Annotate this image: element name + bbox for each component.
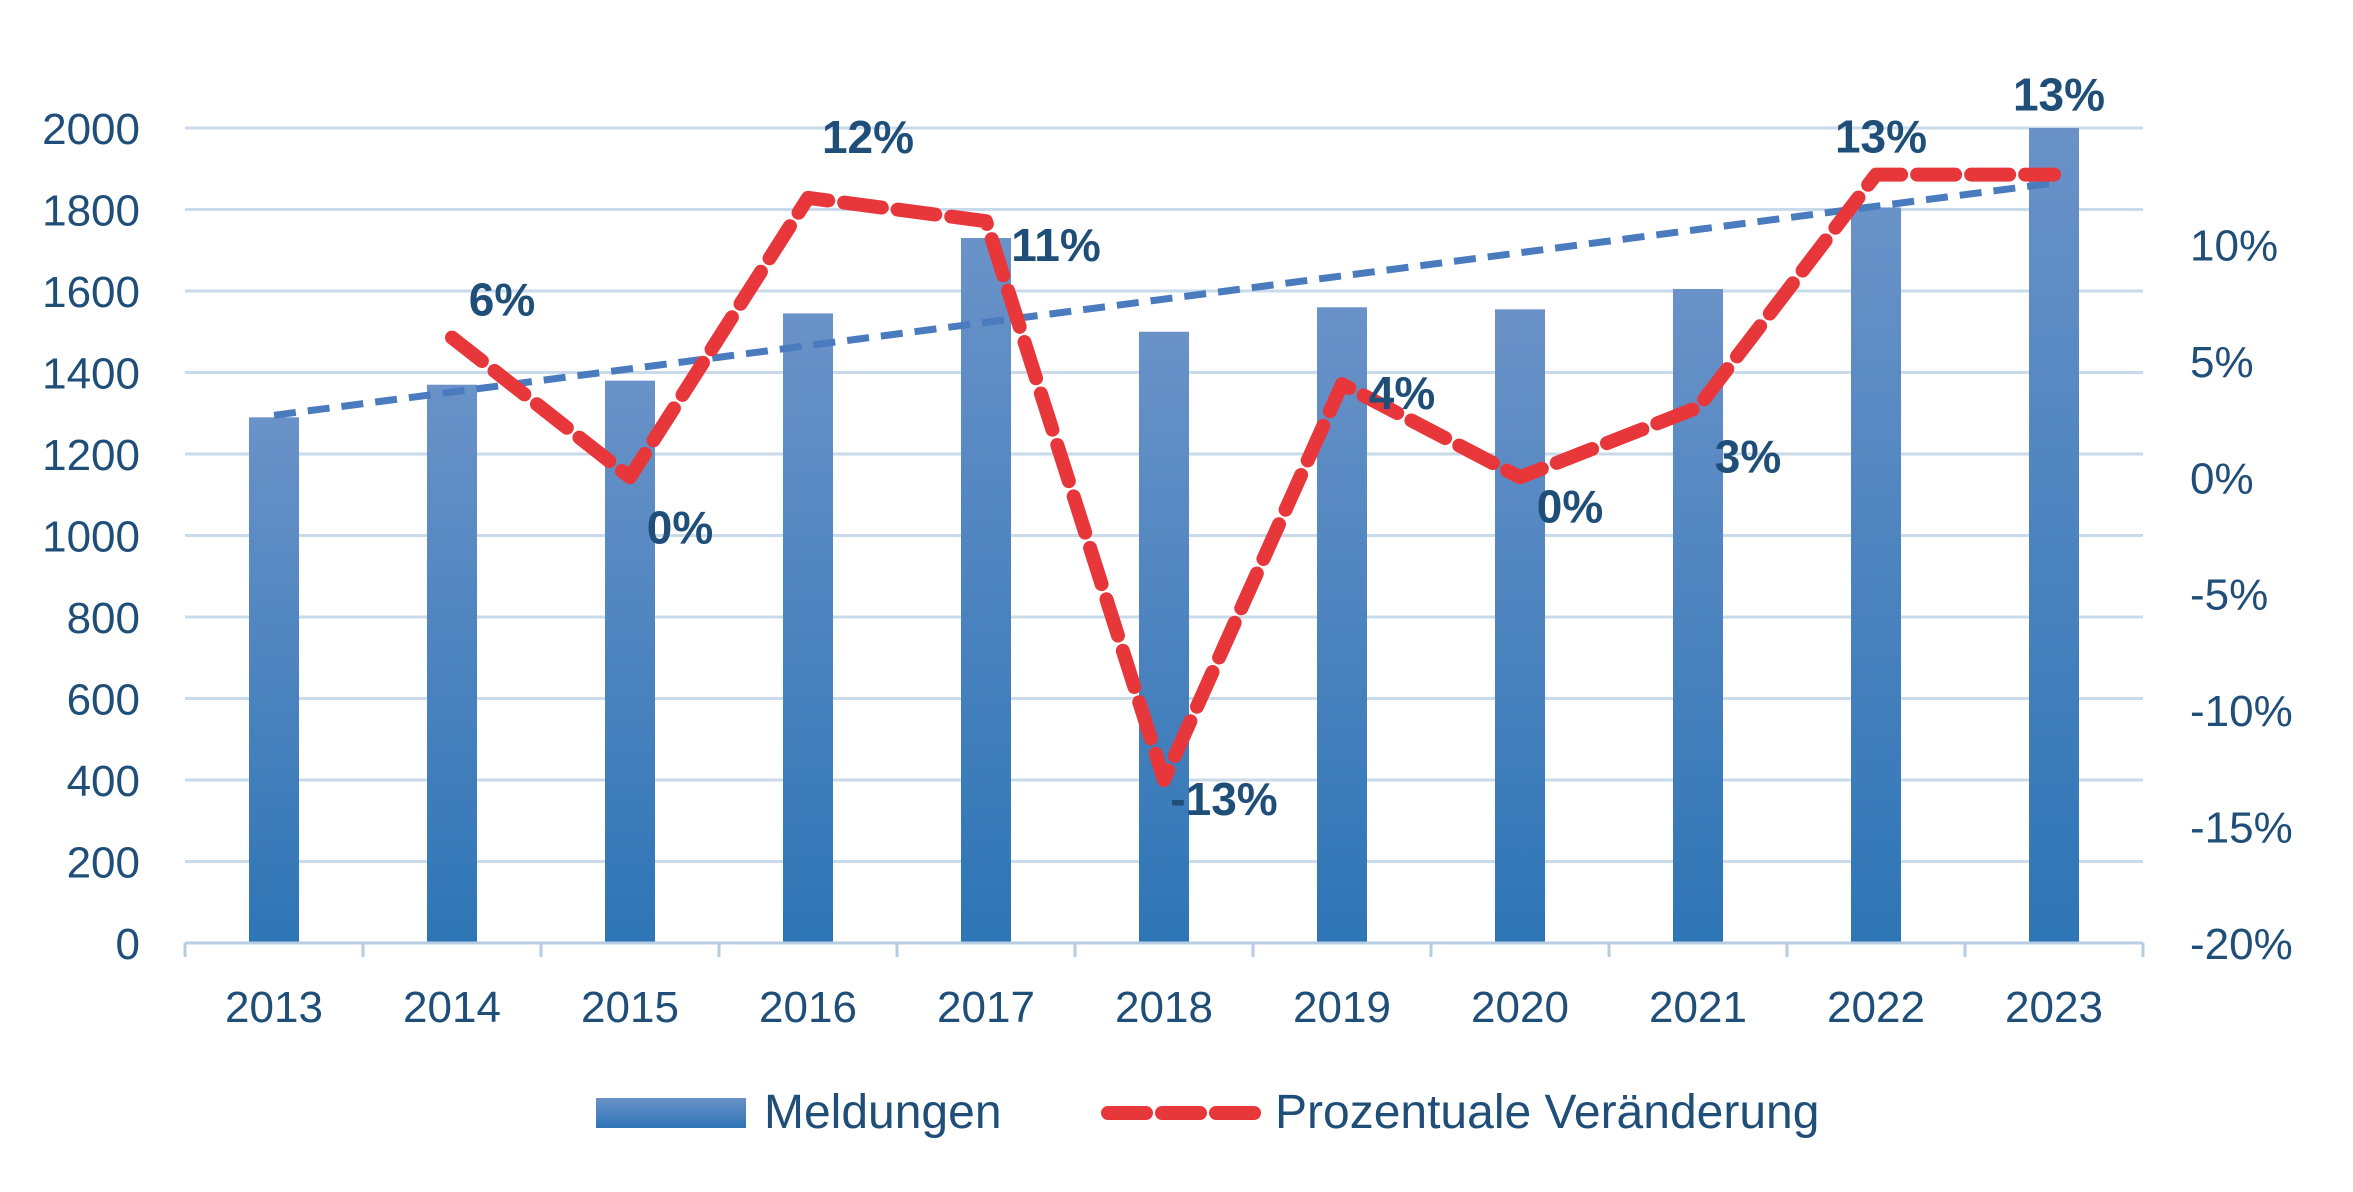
pct-label-2020: 0% xyxy=(1537,480,1603,532)
bar-2013 xyxy=(249,417,299,943)
legend-label-meldungen: Meldungen xyxy=(764,1086,1002,1139)
pct-label-2023: 13% xyxy=(2013,69,2105,121)
line-prozentuale-veraenderung xyxy=(445,167,2061,787)
y-tick-200: 200 xyxy=(67,839,140,888)
y-axis-right: -20% -15% -10% -5% 0% 5% 10% xyxy=(2190,221,2293,969)
percent-data-labels: 6% 0% 12% 11% -13% 4% 0% 3% 13% 13% xyxy=(469,69,2105,825)
y2-tick-10pct: 10% xyxy=(2190,221,2278,270)
x-label-2019: 2019 xyxy=(1293,983,1391,1032)
bar-2018 xyxy=(1139,331,1189,943)
y-tick-1800: 1800 xyxy=(42,187,140,236)
x-label-2016: 2016 xyxy=(759,983,857,1032)
y2-tick--20pct: -20% xyxy=(2190,920,2293,969)
bar-2020 xyxy=(1495,309,1545,943)
x-label-2023: 2023 xyxy=(2005,983,2103,1032)
bar-2023 xyxy=(2029,128,2079,943)
pct-label-2017: 11% xyxy=(1011,219,1101,271)
y-tick-1200: 1200 xyxy=(42,431,140,480)
y-tick-1600: 1600 xyxy=(42,268,140,317)
y-tick-1400: 1400 xyxy=(42,350,140,399)
pct-label-2018: -13% xyxy=(1170,773,1277,825)
trendline xyxy=(273,179,2055,419)
pct-label-2021: 3% xyxy=(1715,430,1781,482)
y-tick-600: 600 xyxy=(67,676,140,725)
bar-2014 xyxy=(427,384,477,944)
x-label-2021: 2021 xyxy=(1649,983,1747,1032)
x-label-2017: 2017 xyxy=(937,983,1035,1032)
bar-2019 xyxy=(1317,307,1367,943)
pct-label-2022: 13% xyxy=(1835,111,1927,163)
x-label-2020: 2020 xyxy=(1471,983,1569,1032)
y2-tick-0pct: 0% xyxy=(2190,454,2254,503)
x-axis: 2013 2014 2015 2016 2017 2018 2019 2020 2021 2022… xyxy=(183,941,2145,1032)
x-label-2014: 2014 xyxy=(403,983,501,1032)
pct-label-2014: 6% xyxy=(469,274,535,326)
legend: Meldungen Prozentuale Veränderung xyxy=(596,1086,1819,1139)
y-tick-2000: 2000 xyxy=(42,105,140,154)
pct-label-2019: 4% xyxy=(1369,367,1435,419)
y-tick-0: 0 xyxy=(116,920,140,969)
pct-label-2016: 12% xyxy=(822,111,914,163)
y2-tick--10pct: -10% xyxy=(2190,687,2293,736)
x-label-2013: 2013 xyxy=(225,983,323,1032)
legend-swatch-meldungen xyxy=(596,1098,746,1128)
bar-2017 xyxy=(961,238,1011,943)
y-tick-1000: 1000 xyxy=(42,513,140,562)
pct-label-2015: 0% xyxy=(647,501,713,553)
line-path-prozentuale-veraenderung xyxy=(445,167,2061,787)
x-label-2018: 2018 xyxy=(1115,983,1213,1032)
legend-label-prozentuale-veraenderung: Prozentuale Veränderung xyxy=(1275,1086,1819,1139)
x-label-2022: 2022 xyxy=(1827,983,1925,1032)
x-label-2015: 2015 xyxy=(581,983,679,1032)
bar-2016 xyxy=(783,313,833,944)
y-tick-400: 400 xyxy=(67,757,140,806)
y-tick-800: 800 xyxy=(67,594,140,643)
y2-tick--15pct: -15% xyxy=(2190,804,2293,853)
bar-2022 xyxy=(1851,207,1901,943)
trendline-meldungen xyxy=(273,179,2055,419)
bars-meldungen xyxy=(249,128,2079,944)
y2-tick--5pct: -5% xyxy=(2190,571,2268,620)
y-axis-left: 0 200 400 600 800 1000 1200 1400 1600 1800 2000 xyxy=(42,105,140,969)
y2-tick-5pct: 5% xyxy=(2190,338,2254,387)
